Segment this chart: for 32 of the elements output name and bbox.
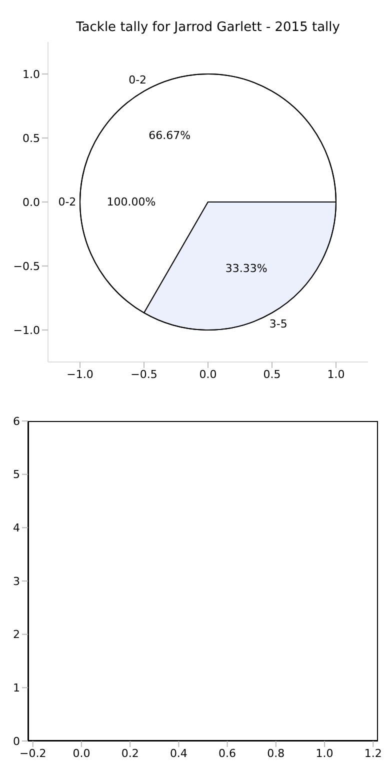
data-label: 33.33%	[225, 262, 268, 276]
x-tick-label: 0.8	[267, 746, 285, 760]
data-label: 100.00%	[106, 196, 156, 208]
x-tick-label: −0.2	[20, 746, 46, 760]
y-tick-label: 4	[13, 522, 20, 535]
y-tick-label: 1.0	[22, 68, 40, 81]
x-tick-label: 0.0	[72, 746, 90, 760]
y-tick-label: −0.5	[13, 260, 40, 273]
x-tick-label: 0.5	[263, 368, 281, 381]
slice-label: 0-2	[58, 196, 76, 208]
slice-label: 0-2	[128, 74, 147, 87]
x-tick-label: 0.6	[218, 746, 236, 760]
x-tick-label: 0.4	[170, 746, 188, 760]
y-tick-label: 0.5	[22, 132, 40, 145]
x-tick-label: 1.0	[316, 746, 334, 760]
x-tick-label: 0.2	[121, 746, 139, 760]
x-tick-label: 1.0	[327, 368, 345, 381]
x-tick-label: 1.2	[364, 746, 382, 760]
y-tick-label: 5	[13, 468, 20, 482]
y-tick-label: 0.0	[22, 196, 40, 209]
y-tick-label: 1	[13, 682, 20, 695]
y-tick-label: 6	[13, 414, 20, 428]
y-tick-label: 3	[13, 574, 20, 588]
y-tick-label: −1.0	[13, 324, 40, 337]
x-tick-label: 0.0	[199, 368, 217, 381]
chart-title: Tackle tally for Jarrod Garlett - 2015 tally	[75, 20, 341, 35]
data-label: 66.67%	[148, 128, 191, 142]
x-tick-label: −0.5	[130, 368, 158, 381]
x-tick-label: −1.0	[66, 368, 94, 381]
slice-label: 3-5	[269, 317, 288, 330]
y-tick-label: 0	[13, 734, 20, 748]
y-tick-label: 2	[13, 628, 20, 642]
